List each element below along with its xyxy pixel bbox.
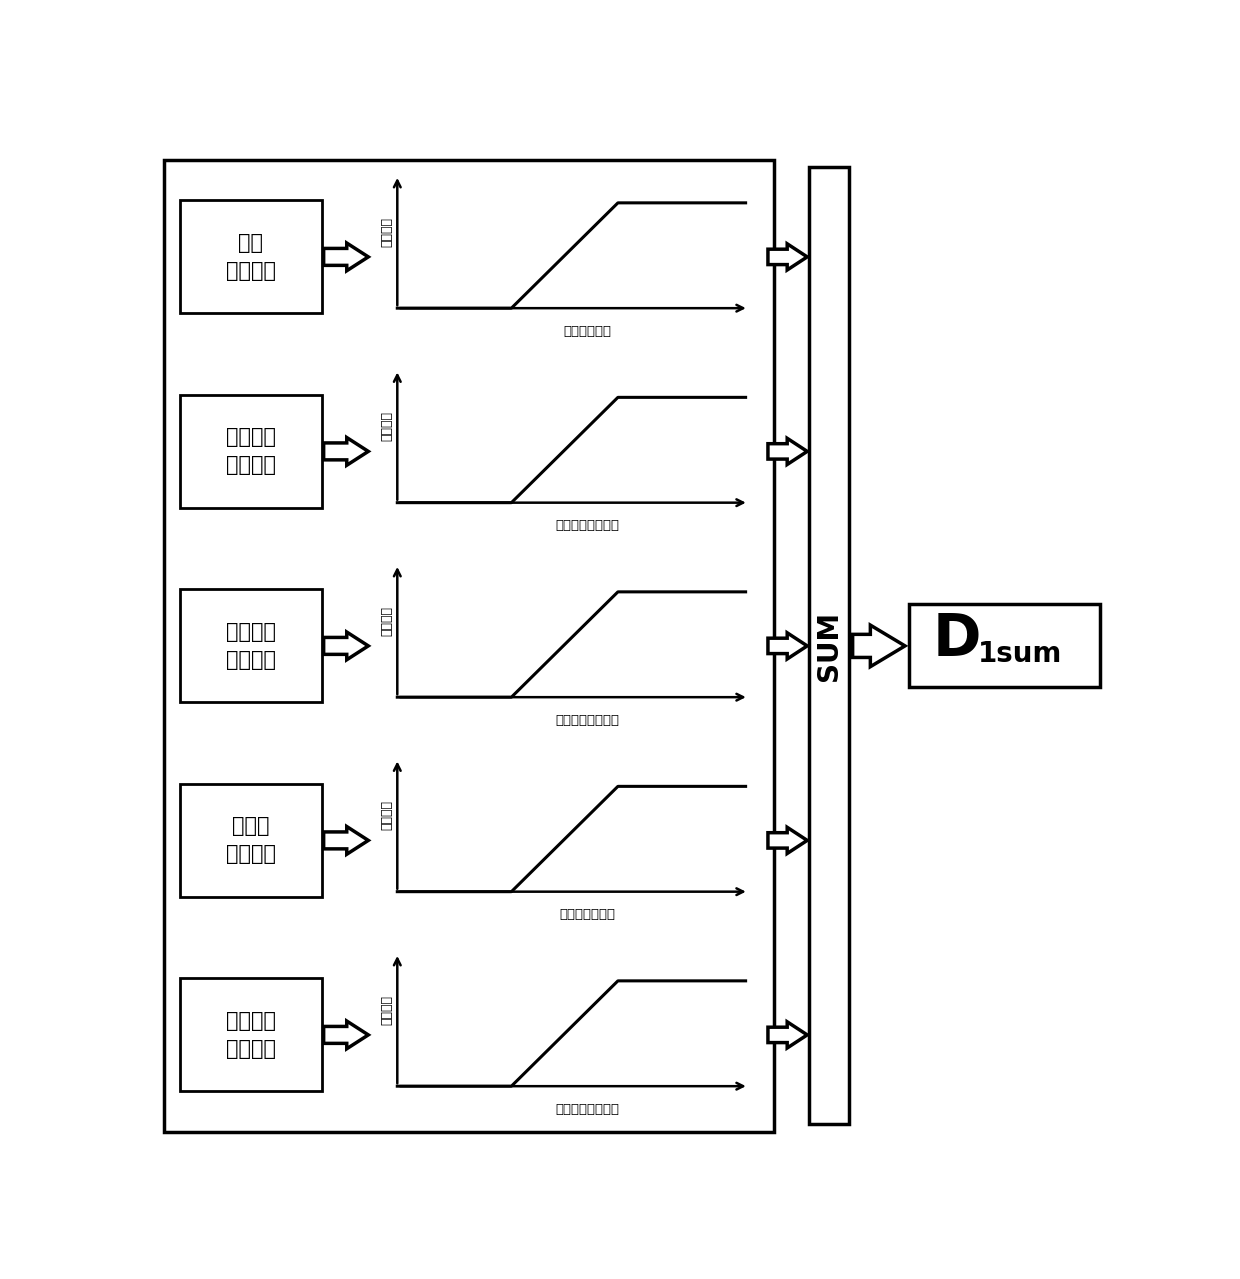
Polygon shape (324, 826, 368, 854)
Text: 泵次排量: 泵次排量 (379, 412, 393, 441)
Bar (164, 160, 774, 1132)
Polygon shape (853, 625, 905, 666)
Bar (180, 590, 322, 702)
Text: 泵次排量: 泵次排量 (379, 801, 393, 830)
Polygon shape (768, 633, 807, 659)
Text: 斗杆外摆先导压力: 斗杆外摆先导压力 (556, 519, 620, 532)
Text: 左行走
先导压力: 左行走 先导压力 (226, 816, 275, 865)
Text: 斗杆回收
先导压力: 斗杆回收 先导压力 (226, 622, 275, 670)
Text: 泵次排量: 泵次排量 (379, 995, 393, 1024)
Text: 回转先导压力: 回转先导压力 (563, 325, 611, 338)
Polygon shape (768, 244, 807, 270)
Polygon shape (324, 632, 368, 660)
Text: D: D (932, 611, 981, 668)
Text: 斗杆外摆
先导压力: 斗杆外摆 先导压力 (226, 427, 275, 476)
Polygon shape (768, 439, 807, 464)
Text: 左行走先导压力: 左行走先导压力 (559, 908, 615, 921)
Text: 回转
先导压力: 回转 先导压力 (226, 233, 275, 281)
Bar (808, 168, 849, 1124)
Bar (180, 395, 322, 508)
Text: 动臂举升先导压力: 动臂举升先导压力 (556, 1102, 620, 1117)
Text: 斗杆回收先导压力: 斗杆回收先导压力 (556, 714, 620, 726)
Text: SUM: SUM (815, 611, 843, 680)
Polygon shape (324, 1021, 368, 1049)
Polygon shape (324, 437, 368, 466)
Text: 泵次排量: 泵次排量 (379, 606, 393, 636)
Bar (180, 201, 322, 313)
Polygon shape (324, 243, 368, 271)
Text: 动臂举升
先导压力: 动臂举升 先导压力 (226, 1010, 275, 1059)
Text: 1sum: 1sum (978, 640, 1063, 668)
Bar (909, 604, 1100, 688)
Text: 泵次排量: 泵次排量 (379, 216, 393, 247)
Bar (180, 784, 322, 897)
Bar (180, 978, 322, 1091)
Polygon shape (768, 1022, 807, 1048)
Polygon shape (768, 828, 807, 853)
